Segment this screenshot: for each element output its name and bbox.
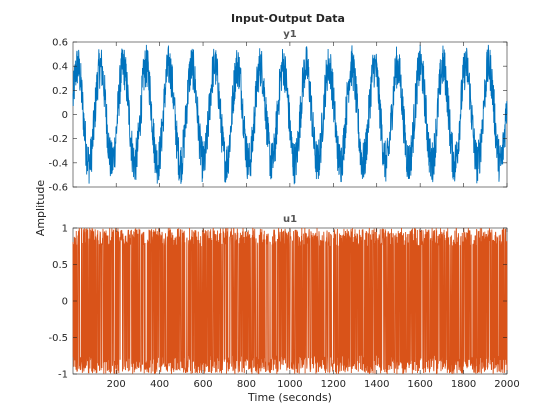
x-tick-label: 1800 bbox=[451, 379, 476, 390]
x-ticks: 200 400 600 800 1000 1200 1400 1600 1800 2000 bbox=[107, 42, 520, 390]
y-tick-label: 0.5 bbox=[52, 260, 68, 271]
chart-title: Input-Output Data bbox=[231, 12, 345, 25]
y-ticks-u1: 1 0.5 0 -0.5 -1 bbox=[48, 224, 507, 381]
y-tick-label: 0.6 bbox=[52, 38, 68, 49]
y-tick-label: -0.2 bbox=[48, 134, 68, 145]
y-ticks-y1: 0.6 0.4 0.2 0 -0.2 -0.4 -0.6 bbox=[48, 38, 507, 194]
x-tick-label: 800 bbox=[237, 379, 256, 390]
x-tick-label: 1400 bbox=[364, 379, 389, 390]
panel-title-u1: u1 bbox=[283, 214, 297, 225]
y-tick-label: -0.5 bbox=[48, 333, 68, 344]
y-tick-label: 0.2 bbox=[52, 86, 68, 97]
x-tick-label: 600 bbox=[194, 379, 213, 390]
x-tick-label: 1600 bbox=[407, 379, 432, 390]
y-tick-label: 1 bbox=[62, 224, 68, 235]
y-tick-label: -0.6 bbox=[48, 183, 68, 194]
x-tick-label: 400 bbox=[150, 379, 169, 390]
panel-title-y1: y1 bbox=[283, 29, 297, 40]
y-tick-label: -0.4 bbox=[48, 158, 68, 169]
series-line-u1 bbox=[72, 227, 508, 375]
y-axis-label: Amplitude bbox=[34, 180, 47, 237]
y-tick-label: 0.4 bbox=[52, 62, 68, 73]
series-line-y1 bbox=[72, 44, 508, 185]
y-tick-label: 0 bbox=[62, 110, 68, 121]
x-tick-label: 200 bbox=[107, 379, 126, 390]
x-tick-label: 2000 bbox=[494, 379, 519, 390]
y-tick-label: -1 bbox=[58, 370, 68, 381]
y-tick-label: 0 bbox=[62, 297, 68, 308]
x-tick-label: 1000 bbox=[277, 379, 302, 390]
x-axis-label: Time (seconds) bbox=[247, 391, 332, 404]
x-tick-label: 1200 bbox=[321, 379, 346, 390]
series-y1 bbox=[72, 44, 508, 185]
series-u1 bbox=[72, 227, 508, 375]
